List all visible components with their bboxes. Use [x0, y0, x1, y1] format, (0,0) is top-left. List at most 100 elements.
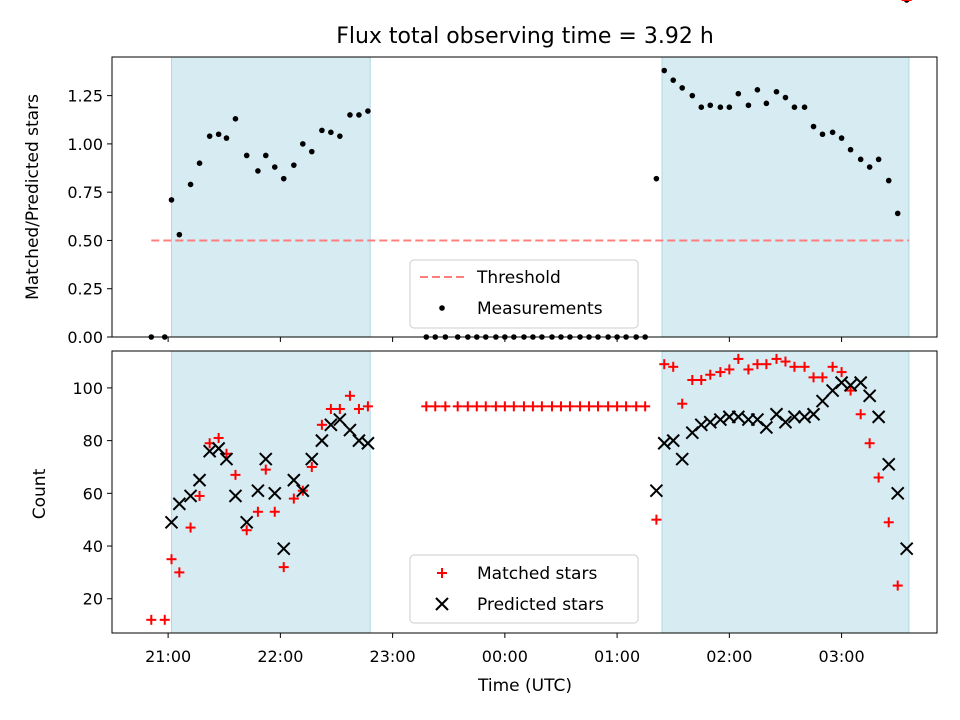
matched-point	[555, 401, 566, 412]
matched-point	[462, 401, 473, 412]
measurement-point	[875, 156, 882, 163]
matched-point	[452, 401, 463, 412]
measurement-point	[187, 181, 194, 188]
measurement-point	[829, 129, 836, 136]
matched-point	[752, 359, 763, 370]
y-tick-label: 0.25	[67, 280, 103, 299]
measurement-point	[801, 104, 808, 111]
predicted-point	[296, 483, 310, 498]
matched-point	[316, 419, 327, 430]
y-tick-label: 1.25	[67, 87, 103, 106]
matched-point	[724, 364, 735, 375]
measurement-point	[271, 164, 278, 170]
x-tick-label: 22:00	[257, 647, 303, 666]
predicted-point	[649, 483, 664, 498]
predicted-point	[287, 473, 301, 487]
matched-point	[640, 401, 651, 412]
measurement-point	[707, 102, 714, 109]
matched-point	[430, 401, 441, 412]
matched-point	[593, 401, 604, 412]
measurement-point	[894, 210, 901, 217]
measurement-point	[819, 131, 826, 138]
predicted-point	[759, 420, 774, 435]
predicted-point	[703, 415, 717, 429]
matched-point	[733, 353, 744, 364]
matched-point	[864, 438, 875, 449]
predicted-point	[882, 457, 896, 472]
matched-point	[490, 401, 501, 412]
matched-point	[527, 401, 538, 412]
y-tick-label: 0.00	[67, 328, 103, 347]
predicted-point	[843, 378, 858, 392]
y-tick-label: 0.75	[67, 183, 103, 202]
measurement-point	[308, 148, 315, 155]
matched-point	[325, 403, 336, 414]
night-window	[170, 350, 371, 634]
matched-point	[362, 401, 373, 412]
matched-point	[185, 522, 196, 533]
matched-point	[166, 554, 177, 565]
predicted-point	[259, 452, 273, 466]
matched-point	[659, 359, 670, 370]
legend-ratio: Threshold Measurements	[409, 259, 639, 329]
measurement-point	[847, 146, 854, 153]
matched-point	[252, 506, 263, 517]
matched-point	[603, 401, 614, 412]
measurement-point	[745, 102, 752, 109]
legend-measurements-swatch	[439, 305, 445, 311]
matched-point	[771, 353, 782, 364]
matched-point	[743, 364, 754, 375]
y-tick-label: 80	[83, 432, 103, 451]
predicted-point	[899, 541, 914, 556]
x-tick-label: 23:00	[370, 647, 416, 666]
x-tick-label: 01:00	[594, 647, 640, 666]
y-tick-label: 100	[72, 379, 103, 398]
measurement-point	[866, 164, 873, 170]
matched-point	[508, 401, 519, 412]
matched-point	[174, 567, 185, 578]
measurement-point	[347, 112, 353, 118]
predicted-point	[806, 407, 821, 421]
predicted-point	[202, 444, 217, 458]
measurement-point	[838, 135, 845, 141]
measurement-point	[262, 152, 269, 159]
predicted-point	[731, 410, 746, 424]
matched-point	[873, 472, 884, 483]
measurement-point	[300, 141, 306, 147]
matched-point	[883, 517, 894, 528]
predicted-point	[172, 497, 187, 511]
y-tick-label: 40	[83, 537, 103, 556]
matched-point	[817, 372, 828, 383]
legend-measurements-label: Measurements	[477, 299, 603, 319]
y-axis-label-ratio: Matched/Predicted stars	[23, 94, 43, 300]
matched-point	[471, 401, 482, 412]
measurement-point	[319, 127, 325, 134]
matched-point	[146, 614, 157, 625]
matched-point	[677, 398, 688, 409]
matched-point	[306, 461, 317, 472]
matched-point	[536, 401, 547, 412]
measurement-point	[243, 152, 250, 159]
matched-point	[668, 361, 679, 372]
predicted-point	[787, 410, 802, 424]
ratio-panel: 0.00 0.25 0.50 0.75 1.00 1.25	[67, 0, 938, 347]
predicted-point	[891, 486, 905, 501]
predicted-point	[183, 489, 198, 503]
matched-point	[836, 367, 847, 378]
predicted-point	[192, 473, 207, 487]
matched-point	[705, 369, 716, 380]
measurement-point	[810, 123, 817, 130]
predicted-point	[164, 515, 179, 530]
measurement-point	[653, 175, 660, 182]
measurement-point	[196, 160, 203, 167]
measurement-point	[670, 77, 677, 83]
predicted-point	[343, 423, 357, 437]
plot-frame	[111, 56, 938, 338]
legend-count: Matched stars Predicted stars	[409, 554, 639, 624]
matched-point	[564, 401, 575, 412]
measurement-point	[791, 104, 798, 111]
x-tick-label: 00:00	[482, 647, 528, 666]
plot-frame	[111, 350, 938, 634]
measurement-point	[754, 87, 761, 93]
